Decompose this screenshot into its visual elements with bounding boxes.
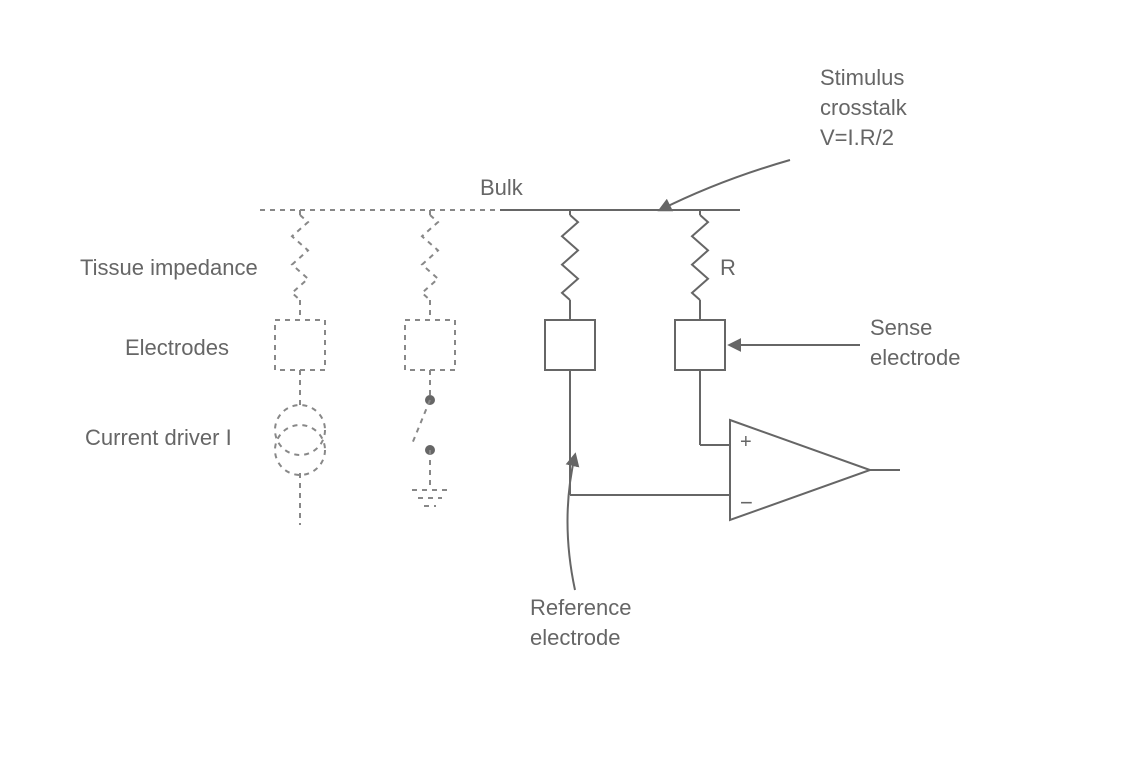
current-source-circle (275, 425, 325, 475)
stimulus-label: crosstalk (820, 95, 908, 120)
reference-electrode-label: Reference (530, 595, 632, 620)
op-amp-minus: − (740, 490, 753, 515)
reference-electrode-label: electrode (530, 625, 621, 650)
current-source-circle (275, 405, 325, 455)
electrode (275, 320, 325, 370)
resistor (292, 215, 308, 300)
electrode (675, 320, 725, 370)
tissue-impedance-label: Tissue impedance (80, 255, 258, 280)
sense-electrode-label: electrode (870, 345, 961, 370)
stimulus-callout (660, 160, 790, 210)
electrode (545, 320, 595, 370)
reference-callout (568, 455, 576, 590)
electrodes-label: Electrodes (125, 335, 229, 360)
electrode (405, 320, 455, 370)
resistor (562, 215, 578, 300)
bulk-label: Bulk (480, 175, 524, 200)
op-amp-plus: + (740, 431, 752, 453)
stimulus-label: V=I.R/2 (820, 125, 894, 150)
r-label: R (720, 255, 736, 280)
current-driver-label: Current driver I (85, 425, 232, 450)
switch-arm (412, 400, 430, 444)
sense-electrode-label: Sense (870, 315, 932, 340)
resistor (422, 215, 438, 300)
resistor (692, 215, 708, 300)
stimulus-label: Stimulus (820, 65, 904, 90)
